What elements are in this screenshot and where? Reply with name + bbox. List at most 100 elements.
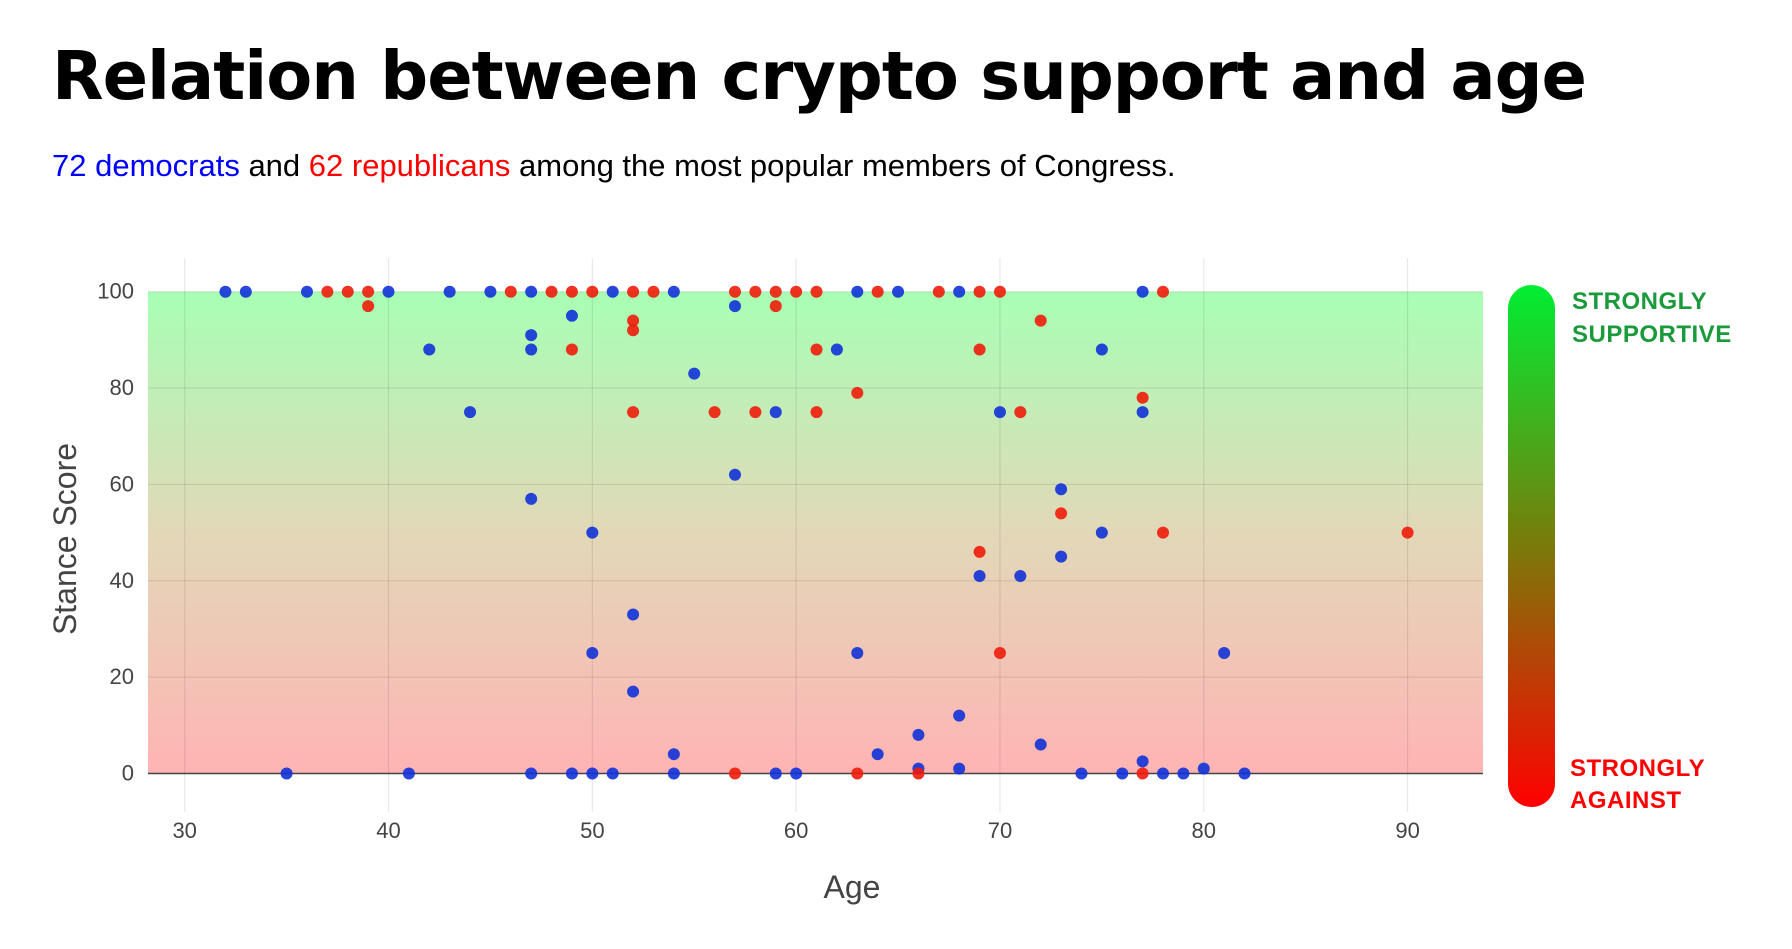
democrat-point xyxy=(871,748,884,761)
democrat-point xyxy=(851,647,864,660)
y-tick-label: 0 xyxy=(122,760,134,785)
democrat-point xyxy=(973,569,986,582)
republican-point xyxy=(851,767,864,780)
republican-point xyxy=(973,285,986,298)
x-tick-label: 70 xyxy=(988,818,1012,843)
subtitle-rest: among the most popular members of Congre… xyxy=(510,148,1176,183)
democrat-point xyxy=(443,285,456,298)
democrat-point xyxy=(525,329,538,342)
stance-legend: STRONGLY SUPPORTIVE STRONGLY AGAINST xyxy=(1508,285,1732,814)
republican-point xyxy=(973,545,986,558)
chart-subtitle: 72 democrats and 62 republicans among th… xyxy=(52,146,1176,186)
democrat-point xyxy=(627,608,640,621)
republican-point xyxy=(341,285,354,298)
republican-point xyxy=(627,314,640,327)
democrat-point xyxy=(1116,767,1129,780)
x-tick-label: 50 xyxy=(580,818,604,843)
republican-point xyxy=(871,285,884,298)
legend-top-line1: STRONGLY xyxy=(1572,288,1707,315)
y-axis-label: Stance Score xyxy=(47,443,83,635)
republican-point xyxy=(647,285,660,298)
democrat-point xyxy=(525,492,538,505)
stance-gradient-band xyxy=(148,291,1483,774)
y-tick-label: 20 xyxy=(110,664,134,689)
republican-point xyxy=(993,647,1006,660)
democrat-point xyxy=(586,647,599,660)
republican-point xyxy=(1136,767,1149,780)
republican-point xyxy=(565,285,578,298)
republican-point xyxy=(912,767,925,780)
democrat-count-label: 72 democrats xyxy=(52,148,240,183)
democrat-point xyxy=(423,343,436,356)
legend-color-bar xyxy=(1508,285,1555,807)
democrat-point xyxy=(627,685,640,698)
democrat-point xyxy=(606,285,619,298)
republican-point xyxy=(769,300,782,313)
democrat-point xyxy=(300,285,313,298)
democrat-point xyxy=(586,526,599,539)
republican-point xyxy=(708,406,721,419)
democrat-point xyxy=(525,767,538,780)
democrat-point xyxy=(769,767,782,780)
republican-count-label: 62 republicans xyxy=(308,148,511,183)
democrat-point xyxy=(892,285,905,298)
democrat-point xyxy=(565,309,578,322)
x-tick-label: 60 xyxy=(784,818,808,843)
x-tick-label: 30 xyxy=(172,818,196,843)
democrat-point xyxy=(953,285,966,298)
chart-title: Relation between crypto support and age xyxy=(52,37,1587,115)
democrat-point xyxy=(1157,767,1170,780)
republican-point xyxy=(790,285,803,298)
democrat-point xyxy=(728,300,741,313)
republican-point xyxy=(749,406,762,419)
x-tick-labels: 30 40 50 60 70 80 90 xyxy=(172,818,1419,843)
democrat-point xyxy=(953,762,966,775)
republican-point xyxy=(810,343,823,356)
democrat-point xyxy=(667,767,680,780)
democrat-point xyxy=(565,767,578,780)
y-tick-label: 40 xyxy=(110,568,134,593)
democrat-point xyxy=(1075,767,1088,780)
republican-point xyxy=(810,406,823,419)
y-tick-label: 100 xyxy=(97,279,134,304)
republican-point xyxy=(728,285,741,298)
republican-point xyxy=(1055,507,1068,520)
democrat-point xyxy=(667,748,680,761)
republican-point xyxy=(769,285,782,298)
democrat-point xyxy=(912,728,925,741)
democrat-point xyxy=(606,767,619,780)
democrat-point xyxy=(382,285,395,298)
democrat-point xyxy=(688,367,701,380)
democrat-point xyxy=(1136,755,1149,768)
democrat-point xyxy=(1136,285,1149,298)
republican-point xyxy=(321,285,334,298)
democrat-point xyxy=(525,343,538,356)
republican-point xyxy=(362,285,375,298)
y-tick-label: 60 xyxy=(110,471,134,496)
democrat-point xyxy=(1095,526,1108,539)
republican-point xyxy=(565,343,578,356)
republican-point xyxy=(810,285,823,298)
x-axis-label: Age xyxy=(824,869,881,905)
democrat-point xyxy=(790,767,803,780)
republican-point xyxy=(627,324,640,337)
legend-bottom-line1: STRONGLY xyxy=(1570,755,1705,782)
republican-point xyxy=(932,285,945,298)
democrat-point xyxy=(1055,550,1068,563)
democrat-point xyxy=(1238,767,1251,780)
democrat-point xyxy=(1095,343,1108,356)
republican-point xyxy=(1136,391,1149,404)
democrat-point xyxy=(219,285,232,298)
democrat-point xyxy=(1055,483,1068,496)
x-tick-label: 90 xyxy=(1395,818,1419,843)
legend-top-line2: SUPPORTIVE xyxy=(1572,321,1732,348)
republican-point xyxy=(1034,314,1047,327)
republican-point xyxy=(586,285,599,298)
subtitle-and: and xyxy=(239,148,309,183)
republican-point xyxy=(993,285,1006,298)
democrat-point xyxy=(830,343,843,356)
legend-bottom-line2: AGAINST xyxy=(1570,787,1682,814)
democrat-point xyxy=(953,709,966,722)
republican-point xyxy=(851,386,864,399)
democrat-point xyxy=(586,767,599,780)
